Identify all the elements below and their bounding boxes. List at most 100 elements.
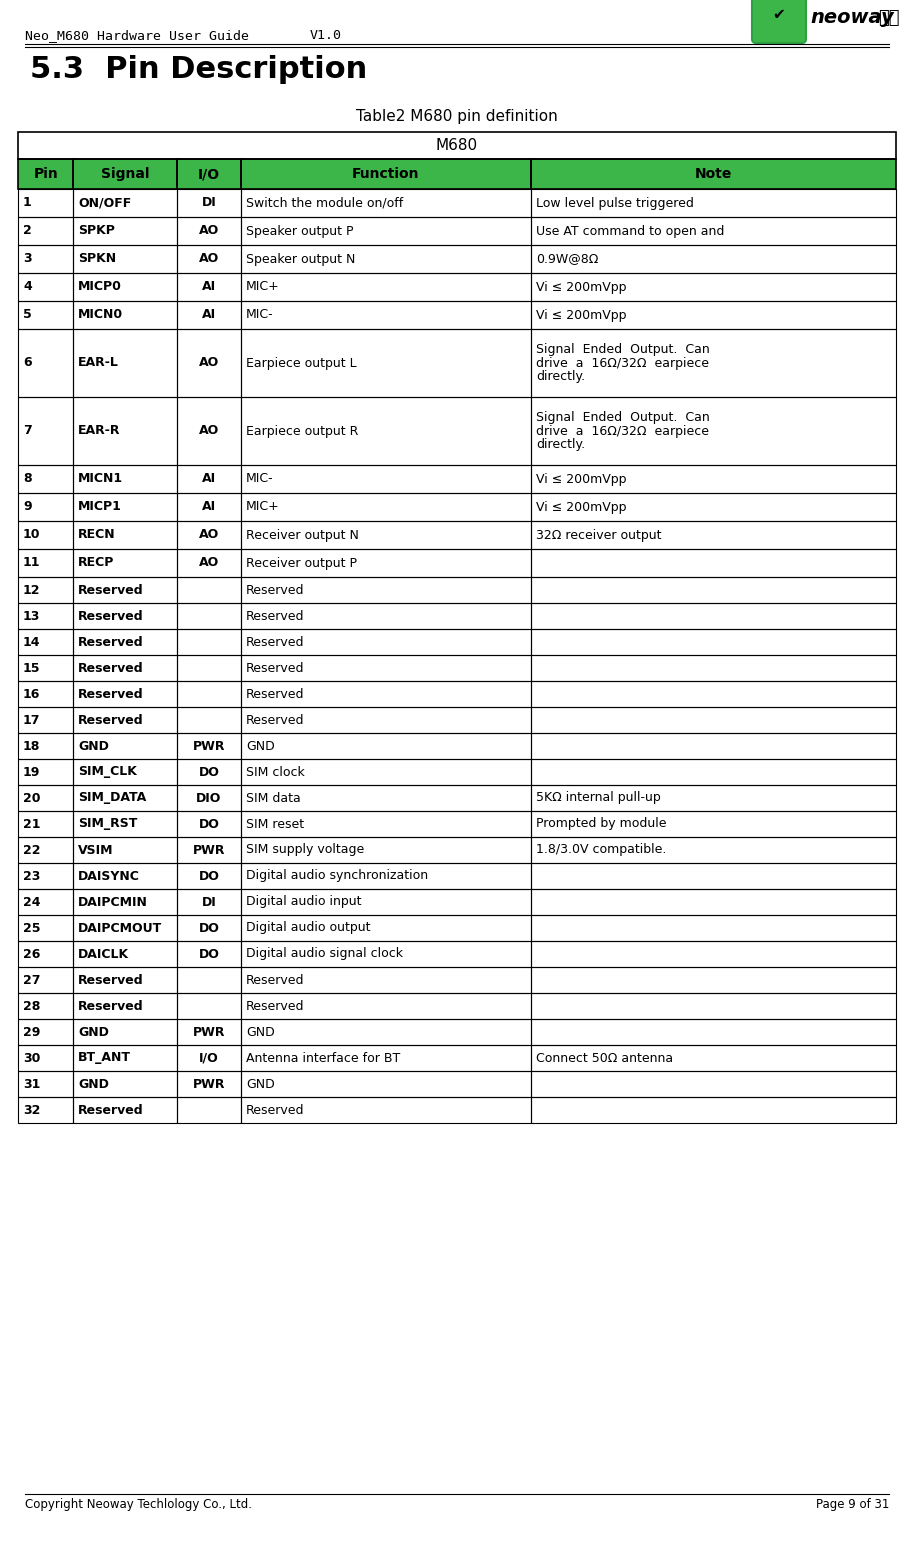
Bar bbox=[177, 217, 241, 245]
Bar bbox=[18, 493, 73, 521]
Text: 5: 5 bbox=[23, 308, 32, 321]
Bar bbox=[73, 864, 177, 890]
Text: Vi ≤ 200mVpp: Vi ≤ 200mVpp bbox=[536, 308, 626, 321]
Bar bbox=[177, 732, 241, 759]
Text: 4: 4 bbox=[23, 281, 32, 293]
Bar bbox=[73, 1072, 177, 1096]
Bar bbox=[18, 914, 73, 941]
Bar bbox=[73, 493, 177, 521]
Bar bbox=[18, 466, 73, 493]
Bar bbox=[531, 328, 896, 396]
Bar bbox=[18, 682, 73, 706]
Bar bbox=[18, 190, 73, 217]
Bar bbox=[531, 993, 896, 1019]
Text: 2: 2 bbox=[23, 225, 32, 237]
Text: DAIPCMIN: DAIPCMIN bbox=[79, 896, 148, 908]
Text: GND: GND bbox=[246, 1078, 275, 1090]
Bar bbox=[241, 967, 531, 993]
Text: Signal: Signal bbox=[101, 167, 149, 180]
Bar bbox=[177, 190, 241, 217]
Bar bbox=[73, 245, 177, 273]
Bar bbox=[177, 466, 241, 493]
Text: MIC+: MIC+ bbox=[246, 501, 280, 513]
Bar bbox=[18, 837, 73, 864]
Text: 7: 7 bbox=[23, 424, 32, 438]
Bar bbox=[241, 301, 531, 328]
Bar bbox=[241, 521, 531, 549]
Bar bbox=[531, 603, 896, 629]
Text: SPKN: SPKN bbox=[79, 253, 116, 265]
Bar bbox=[73, 466, 177, 493]
Bar bbox=[73, 466, 177, 493]
Bar bbox=[177, 521, 241, 549]
Bar bbox=[18, 864, 73, 890]
Bar bbox=[177, 993, 241, 1019]
Text: 11: 11 bbox=[23, 557, 40, 569]
Bar bbox=[531, 1072, 896, 1096]
Text: AO: AO bbox=[199, 356, 219, 370]
Text: Reserved: Reserved bbox=[246, 583, 304, 597]
Bar bbox=[73, 967, 177, 993]
Bar bbox=[177, 396, 241, 466]
Text: 0.9W@8Ω: 0.9W@8Ω bbox=[536, 253, 598, 265]
Bar bbox=[241, 217, 531, 245]
Bar bbox=[73, 190, 177, 217]
Bar bbox=[241, 1096, 531, 1123]
Bar bbox=[241, 1072, 531, 1096]
Bar bbox=[241, 521, 531, 549]
Bar bbox=[531, 655, 896, 682]
Text: 6: 6 bbox=[23, 356, 32, 370]
Text: 12: 12 bbox=[23, 583, 40, 597]
Text: GND: GND bbox=[79, 1025, 109, 1038]
Bar bbox=[18, 133, 896, 159]
Bar bbox=[531, 217, 896, 245]
Text: Page 9 of 31: Page 9 of 31 bbox=[815, 1497, 889, 1511]
Bar bbox=[73, 159, 177, 190]
Text: DI: DI bbox=[202, 896, 217, 908]
Bar bbox=[531, 629, 896, 655]
Bar bbox=[73, 245, 177, 273]
Bar bbox=[73, 682, 177, 706]
Bar bbox=[18, 159, 73, 190]
Bar bbox=[73, 706, 177, 732]
Bar bbox=[531, 890, 896, 914]
Bar bbox=[73, 914, 177, 941]
Bar bbox=[241, 466, 531, 493]
Bar bbox=[177, 864, 241, 890]
Bar bbox=[73, 521, 177, 549]
Bar bbox=[241, 682, 531, 706]
Text: 5.3  Pin Description: 5.3 Pin Description bbox=[30, 56, 367, 83]
Text: neoway: neoway bbox=[810, 8, 894, 28]
Bar bbox=[73, 682, 177, 706]
Bar bbox=[531, 245, 896, 273]
Bar bbox=[73, 732, 177, 759]
Text: BT_ANT: BT_ANT bbox=[79, 1052, 132, 1064]
Bar bbox=[177, 466, 241, 493]
Bar bbox=[531, 759, 896, 785]
Bar bbox=[73, 1019, 177, 1045]
Bar bbox=[241, 732, 531, 759]
Bar bbox=[241, 811, 531, 837]
Bar bbox=[18, 273, 73, 301]
Bar bbox=[531, 785, 896, 811]
Bar bbox=[241, 396, 531, 466]
Text: SIM reset: SIM reset bbox=[246, 817, 304, 831]
Text: MICP0: MICP0 bbox=[79, 281, 122, 293]
Bar bbox=[531, 190, 896, 217]
Text: Reserved: Reserved bbox=[246, 1104, 304, 1116]
Text: RECP: RECP bbox=[79, 557, 114, 569]
Bar bbox=[241, 301, 531, 328]
Bar bbox=[241, 655, 531, 682]
Bar bbox=[241, 603, 531, 629]
Bar bbox=[73, 328, 177, 396]
Bar bbox=[241, 493, 531, 521]
Bar bbox=[531, 190, 896, 217]
Bar bbox=[531, 837, 896, 864]
Bar bbox=[73, 785, 177, 811]
Bar bbox=[531, 1096, 896, 1123]
Bar bbox=[73, 603, 177, 629]
Bar bbox=[531, 603, 896, 629]
Text: Reserved: Reserved bbox=[79, 688, 143, 700]
Text: DI: DI bbox=[202, 196, 217, 210]
Bar bbox=[73, 629, 177, 655]
